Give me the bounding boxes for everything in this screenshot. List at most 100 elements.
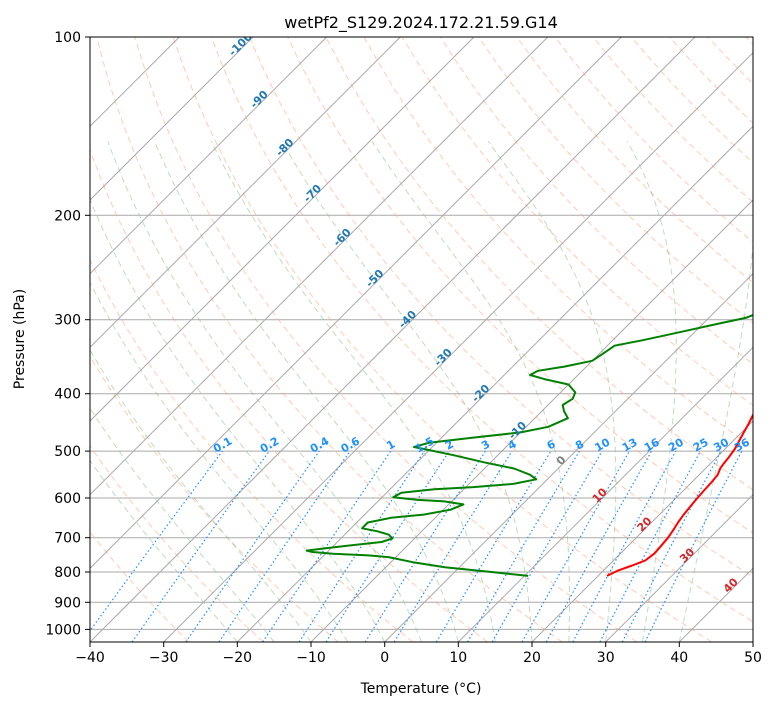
- mixing-ratio-line: [545, 450, 653, 642]
- isotherm-line: [457, 346, 753, 642]
- dry-adiabat-line: [516, 37, 753, 284]
- dry-adiabat-line: [90, 355, 339, 642]
- mixing-ratio-line: [644, 450, 743, 642]
- mixing-ratio-line: [298, 450, 425, 642]
- x-tick-label: 30: [597, 650, 615, 666]
- mixing-ratio-line: [599, 450, 702, 642]
- isotherm-line: [605, 493, 753, 642]
- dewpoint-profile-line: [305, 313, 753, 577]
- dry-adiabat-line: [478, 37, 753, 324]
- y-tick-label: 200: [54, 208, 81, 224]
- dry-adiabat-line: [90, 445, 264, 642]
- isotherm-line: [90, 37, 328, 275]
- moist-adiabat-line: [626, 141, 677, 642]
- isotherm-line: [90, 37, 401, 349]
- isotherm-line: [163, 51, 753, 642]
- moist-adiabat-line: [281, 141, 533, 642]
- dry-adiabat-line: [90, 531, 190, 642]
- dry-adiabat-line: [90, 148, 488, 642]
- dry-adiabat-line: [172, 37, 712, 642]
- isotherm-line: [90, 37, 696, 642]
- isotherm-line: [90, 37, 622, 570]
- dry-adiabat-line: [325, 37, 753, 491]
- x-tick-label: −40: [75, 650, 105, 666]
- mixing-ratio-line: [262, 450, 392, 642]
- dry-adiabat-line: [707, 37, 753, 85]
- y-tick-label: 700: [54, 531, 81, 547]
- isotherm-label: 30: [677, 545, 697, 565]
- y-tick-label: 900: [54, 595, 81, 611]
- isotherm-line: [752, 641, 753, 642]
- mixing-ratio-label: 30: [711, 435, 731, 454]
- dry-adiabat-line: [287, 37, 753, 534]
- mixing-ratio-label: 3: [479, 438, 492, 453]
- y-tick-label: 400: [54, 387, 81, 403]
- background-grid: [90, 37, 753, 642]
- mixing-ratio-label: 25: [691, 436, 711, 455]
- y-tick-label: 800: [54, 565, 81, 581]
- y-tick-label: 600: [54, 491, 81, 507]
- mixing-ratio-line: [325, 450, 450, 642]
- isotherm-label: -100: [226, 30, 255, 59]
- mixing-ratio-label: 1: [384, 438, 397, 453]
- mixing-ratio-label: 10: [592, 435, 612, 454]
- mixing-ratio-line: [218, 450, 351, 642]
- dry-adiabat-line: [745, 37, 753, 45]
- x-tick-label: 0: [380, 650, 389, 666]
- mixing-ratio-line: [185, 450, 320, 642]
- isotherm-label: 10: [590, 485, 610, 505]
- isotherm-label: -80: [273, 136, 296, 159]
- isotherm-label: -20: [469, 382, 492, 405]
- temperature-profile-line: [606, 413, 753, 577]
- isotherm-label: -60: [331, 226, 354, 249]
- reference-line-labels: 0.1 0.2 0.4 0.6 1 1.5 2 3 4 6 8 10 13 16 20 25 30 36-100-…: [211, 30, 752, 596]
- isotherm-line: [90, 37, 475, 422]
- mixing-ratio-label: 6: [545, 437, 558, 452]
- moist-adiabat-line: [90, 349, 312, 642]
- isotherm-line: [531, 420, 753, 642]
- isotherm-label: -70: [301, 182, 324, 205]
- isotherm-label: 20: [635, 514, 655, 534]
- dry-adiabat-line: [249, 37, 753, 578]
- mixing-ratio-line: [364, 450, 486, 642]
- x-tick-label: 50: [744, 650, 762, 666]
- y-tick-label: 500: [54, 444, 81, 460]
- mixing-ratio-line: [521, 450, 631, 642]
- mixing-ratio-label: 1.5: [413, 435, 436, 456]
- y-axis-title: Pressure (hPa): [12, 289, 28, 389]
- dry-adiabat-line: [210, 37, 753, 623]
- y-tick-label: 1000: [45, 622, 81, 638]
- moist-adiabat-line: [371, 141, 570, 642]
- mixing-ratio-line: [131, 450, 270, 642]
- mixing-ratio-label: 0.4: [308, 434, 332, 455]
- mixing-ratio-label: 0.1: [211, 435, 234, 456]
- mixing-ratio-line: [572, 450, 677, 642]
- plot-frame: [89, 36, 754, 643]
- isotherm-line: [236, 125, 753, 642]
- isotherm-line: [90, 37, 549, 496]
- isotherm-label: -50: [363, 267, 386, 290]
- isotherm-label: -90: [248, 88, 271, 111]
- mixing-ratio-line: [466, 450, 580, 642]
- dry-adiabat-line: [439, 37, 753, 365]
- moist-adiabat-line: [90, 198, 386, 642]
- dry-adiabat-line: [90, 258, 414, 642]
- mixing-ratio-line: [90, 450, 223, 632]
- y-tick-label: 300: [54, 313, 81, 329]
- isotherm-line: [384, 272, 753, 642]
- dry-adiabat-line: [96, 37, 563, 642]
- x-axis-title: Temperature (°C): [360, 681, 482, 697]
- mixing-ratio-label: 0.2: [258, 435, 281, 456]
- isotherm-line: [310, 199, 753, 642]
- chart-title: wetPf2_S129.2024.172.21.59.G14: [284, 13, 558, 33]
- moist-adiabat-line: [678, 141, 753, 642]
- x-axis: −40 −30 −20 −10 0 10 20 30 40 50: [75, 642, 762, 666]
- dry-adiabat-line: [554, 37, 753, 243]
- x-tick-label: −20: [223, 650, 253, 666]
- moist-adiabat-line: [154, 141, 459, 642]
- y-tick-label: 100: [54, 30, 81, 46]
- x-tick-label: 20: [523, 650, 541, 666]
- x-tick-label: 10: [449, 650, 467, 666]
- dry-adiabat-line: [134, 37, 638, 642]
